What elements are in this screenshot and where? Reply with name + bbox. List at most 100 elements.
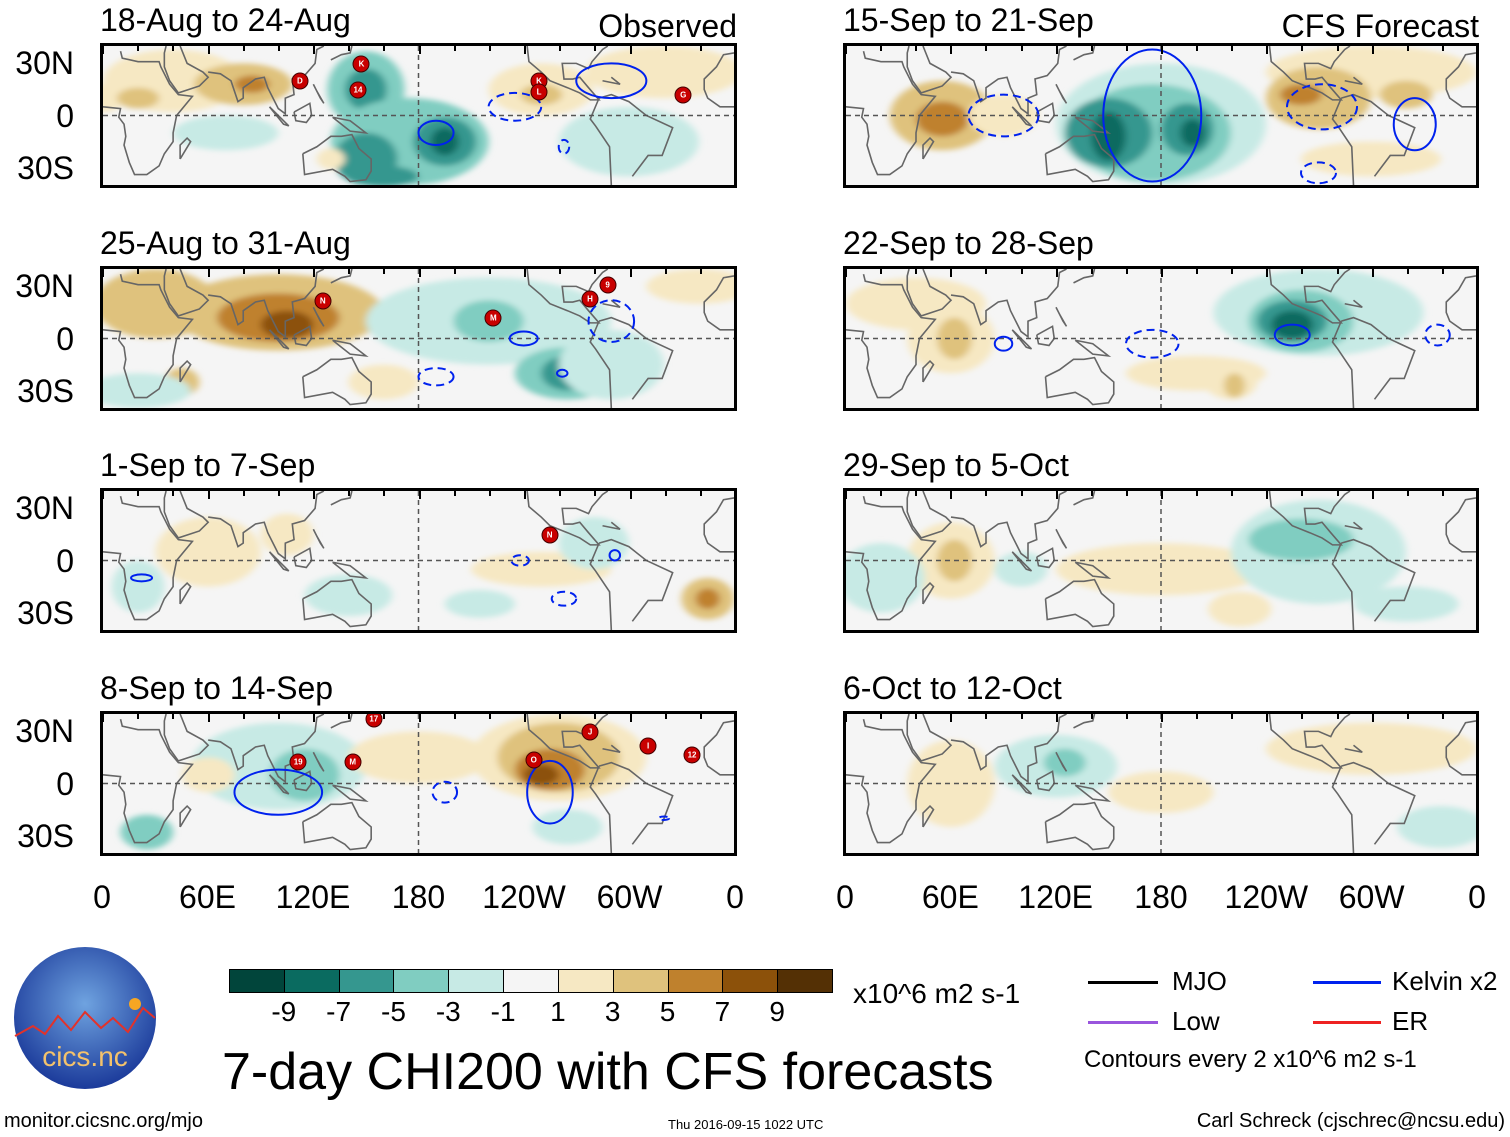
lon-tick <box>950 269 953 277</box>
tropical-cyclone-marker[interactable]: I <box>639 737 657 755</box>
panel-title: 8-Sep to 14-Sep <box>100 670 334 706</box>
positive-anomaly <box>117 87 160 109</box>
tropical-cyclone-marker[interactable]: M <box>484 309 502 327</box>
lon-tick <box>985 714 988 719</box>
tropical-cyclone-marker[interactable]: L <box>530 83 548 101</box>
coastline <box>294 103 312 122</box>
colorbar-swatch <box>503 969 559 993</box>
coastline <box>1056 307 1067 326</box>
tropical-cyclone-marker[interactable]: K <box>352 55 370 73</box>
tropical-cyclone-marker[interactable]: 19 <box>289 753 307 771</box>
logo-text: cics.nc <box>42 1041 128 1072</box>
lon-label: 60W <box>596 879 663 915</box>
lon-tick <box>594 46 597 51</box>
negative-anomaly <box>173 115 279 151</box>
coastline <box>951 714 1067 782</box>
cics-logo[interactable]: cics.nc <box>13 946 157 1090</box>
lon-tick <box>1090 46 1093 51</box>
lon-tick <box>242 714 245 719</box>
tropical-cyclone-marker[interactable]: 12 <box>683 746 701 764</box>
coastline <box>907 714 951 761</box>
coastline <box>103 719 192 842</box>
coastline <box>1446 53 1476 107</box>
tropical-cyclone-marker[interactable]: 9 <box>599 276 617 294</box>
lon-tick <box>1020 269 1023 274</box>
negative-anomaly <box>558 517 629 570</box>
tropical-cyclone-marker[interactable]: H <box>581 290 599 308</box>
figure-title: 7-day CHI200 with CFS forecasts <box>222 1043 994 1101</box>
tropical-cyclone-marker[interactable]: N <box>541 526 559 544</box>
colorbar-swatch <box>777 969 833 993</box>
coastline <box>1075 562 1108 578</box>
panel-title: 18-Aug to 24-Aug <box>100 2 351 38</box>
coastline <box>1341 95 1415 177</box>
coastline <box>1333 321 1354 408</box>
tropical-cyclone-marker[interactable]: 14 <box>349 81 367 99</box>
lon-tick <box>629 269 632 277</box>
colorbar-label: -1 <box>490 996 516 1027</box>
legend-low-label: Low <box>1172 1006 1220 1036</box>
colorbar-swatch <box>283 969 340 993</box>
lon-label: 60E <box>179 879 236 915</box>
lon-tick <box>699 46 702 51</box>
tropical-cyclone-marker[interactable]: D <box>291 72 309 90</box>
positive-anomaly <box>646 269 734 304</box>
tropical-cyclone-marker[interactable]: G <box>674 86 692 104</box>
lon-tick <box>1301 269 1304 274</box>
lon-tick <box>277 269 280 274</box>
kelvin-contour-dashed <box>511 555 529 565</box>
negative-anomaly <box>444 590 515 618</box>
kelvin-contour-solid <box>527 761 573 824</box>
lon-tick <box>1406 46 1409 51</box>
coastline <box>1333 98 1354 185</box>
lon-tick <box>1336 491 1339 496</box>
lon-tick <box>699 714 702 719</box>
positive-anomaly <box>1208 591 1272 627</box>
tropical-cyclone-marker[interactable]: M <box>344 753 362 771</box>
coastline <box>1446 721 1476 775</box>
lon-tick <box>1161 714 1163 722</box>
kelvin-contour-solid <box>234 770 322 815</box>
coastline <box>313 84 324 103</box>
map-panel: D K 14 K L G <box>100 43 737 188</box>
lon-tick <box>915 491 918 496</box>
panel-title: 25-Aug to 31-Aug <box>100 225 351 261</box>
lon-tick <box>488 46 491 51</box>
tropical-cyclone-marker[interactable]: 17 <box>365 714 383 728</box>
coastline <box>1446 498 1476 552</box>
lon-tick <box>664 714 667 719</box>
lon-tick <box>735 46 737 54</box>
lon-tick <box>1477 46 1479 54</box>
lon-tick <box>1196 269 1199 274</box>
tropical-cyclone-marker[interactable]: N <box>314 292 332 310</box>
coastline <box>313 752 324 771</box>
lon-tick <box>348 46 351 51</box>
negative-anomaly <box>558 106 699 177</box>
lon-tick <box>1336 269 1339 274</box>
observed-label: Observed <box>598 8 737 44</box>
lon-tick <box>1055 46 1058 54</box>
coastline <box>1037 771 1055 790</box>
lon-tick <box>1371 491 1374 499</box>
lon-tick <box>1125 269 1128 274</box>
lon-tick <box>242 491 245 496</box>
colorbar-label: -3 <box>435 996 461 1027</box>
negative-anomaly <box>1091 112 1126 161</box>
coastline <box>1446 276 1476 330</box>
tropical-cyclone-marker[interactable]: O <box>525 751 543 769</box>
coastline <box>923 138 934 159</box>
footer-url[interactable]: monitor.cicsnc.org/mjo <box>4 1110 203 1132</box>
lon-tick <box>846 491 847 499</box>
coastline <box>907 491 951 538</box>
map-panel: N <box>100 488 737 633</box>
tropical-cyclone-marker[interactable]: J <box>581 723 599 741</box>
positive-anomaly <box>181 757 235 793</box>
lon-label: 60W <box>1338 879 1405 915</box>
lon-label: 120E <box>275 879 351 915</box>
negative-anomaly <box>430 127 459 156</box>
lon-tick <box>313 491 315 499</box>
coastline <box>603 300 621 307</box>
coastline <box>599 95 673 177</box>
coastline <box>603 522 621 529</box>
lon-tick <box>488 269 491 274</box>
